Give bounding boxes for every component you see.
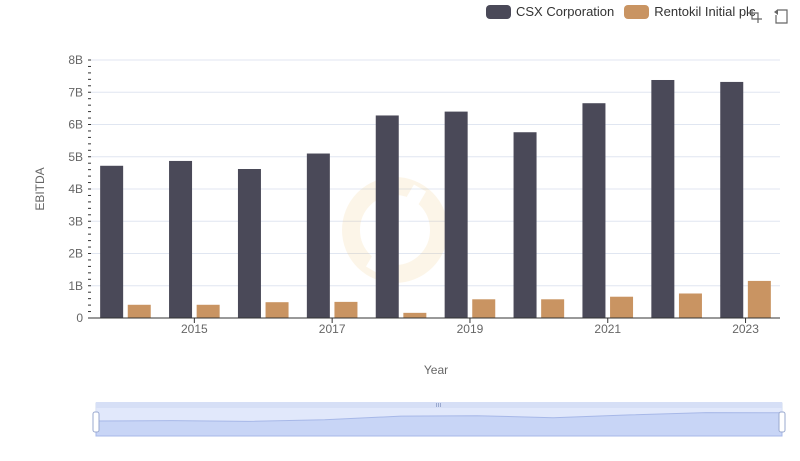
x-tick-label: 2017 bbox=[319, 322, 346, 336]
bar-csx[interactable] bbox=[237, 169, 261, 318]
bar-csx[interactable] bbox=[720, 81, 744, 319]
data-zoom-slider[interactable] bbox=[92, 402, 786, 437]
bar-rentokil[interactable] bbox=[747, 280, 771, 318]
legend-item-csx[interactable]: CSX Corporation bbox=[486, 4, 614, 19]
y-tick-label: 6B bbox=[68, 118, 83, 132]
zoom-reset-icon[interactable] bbox=[772, 7, 790, 25]
bar-rentokil[interactable] bbox=[541, 299, 565, 318]
bar-csx[interactable] bbox=[306, 153, 330, 318]
y-tick-label: 5B bbox=[68, 150, 83, 164]
data-zoom-grip-icon bbox=[436, 403, 441, 407]
y-axis-tick-labels: 0 1B 2B 3B 4B 5B 6B 7B 8B bbox=[68, 53, 83, 325]
bar-rentokil[interactable] bbox=[196, 304, 220, 318]
bar-csx[interactable] bbox=[513, 132, 537, 318]
bar-rentokil[interactable] bbox=[265, 302, 289, 318]
bar-csx[interactable] bbox=[375, 115, 399, 318]
bar-csx[interactable] bbox=[444, 111, 468, 318]
x-tick-label: 2021 bbox=[594, 322, 621, 336]
bar-csx[interactable] bbox=[100, 165, 124, 318]
zoom-icon[interactable] bbox=[746, 7, 764, 25]
y-tick-label: 3B bbox=[68, 214, 83, 228]
x-axis-tick-labels: 2015 2017 2019 2021 2023 bbox=[181, 318, 759, 336]
legend-swatch-rentokil bbox=[624, 4, 650, 19]
y-tick-label: 8B bbox=[68, 53, 83, 67]
bar-csx[interactable] bbox=[582, 103, 606, 318]
x-axis-title: Year bbox=[424, 363, 448, 377]
bars bbox=[100, 79, 771, 319]
legend-swatch-csx bbox=[486, 4, 511, 19]
x-tick-label: 2019 bbox=[457, 322, 484, 336]
grid-lines bbox=[91, 59, 780, 287]
x-tick-label: 2023 bbox=[732, 322, 759, 336]
legend-label-rentokil: Rentokil Initial plc bbox=[654, 4, 756, 19]
bar-rentokil[interactable] bbox=[610, 296, 634, 318]
legend-label-csx: CSX Corporation bbox=[516, 4, 615, 19]
bar-rentokil[interactable] bbox=[334, 301, 358, 318]
y-tick-label: 4B bbox=[68, 182, 83, 196]
chart-legend: CSX Corporation Rentokil Initial plc bbox=[486, 4, 765, 19]
y-tick-label: 0 bbox=[76, 311, 83, 325]
y-axis-minor-ticks bbox=[88, 59, 91, 319]
x-tick-label: 2015 bbox=[181, 322, 208, 336]
y-tick-label: 7B bbox=[68, 85, 83, 99]
bar-rentokil[interactable] bbox=[127, 304, 151, 318]
data-zoom-right-handle[interactable] bbox=[778, 411, 786, 433]
y-axis-title: EBITDA bbox=[33, 167, 47, 210]
bar-rentokil[interactable] bbox=[403, 312, 427, 318]
legend-item-rentokil[interactable]: Rentokil Initial plc bbox=[624, 4, 755, 19]
y-tick-label: 2B bbox=[68, 247, 83, 261]
bar-csx[interactable] bbox=[169, 160, 193, 318]
bar-rentokil[interactable] bbox=[472, 299, 496, 318]
y-tick-label: 1B bbox=[68, 279, 83, 293]
data-zoom-left-handle[interactable] bbox=[92, 411, 100, 433]
bar-csx[interactable] bbox=[651, 79, 675, 319]
bar-rentokil[interactable] bbox=[678, 293, 702, 318]
chart-toolbox bbox=[746, 7, 798, 25]
